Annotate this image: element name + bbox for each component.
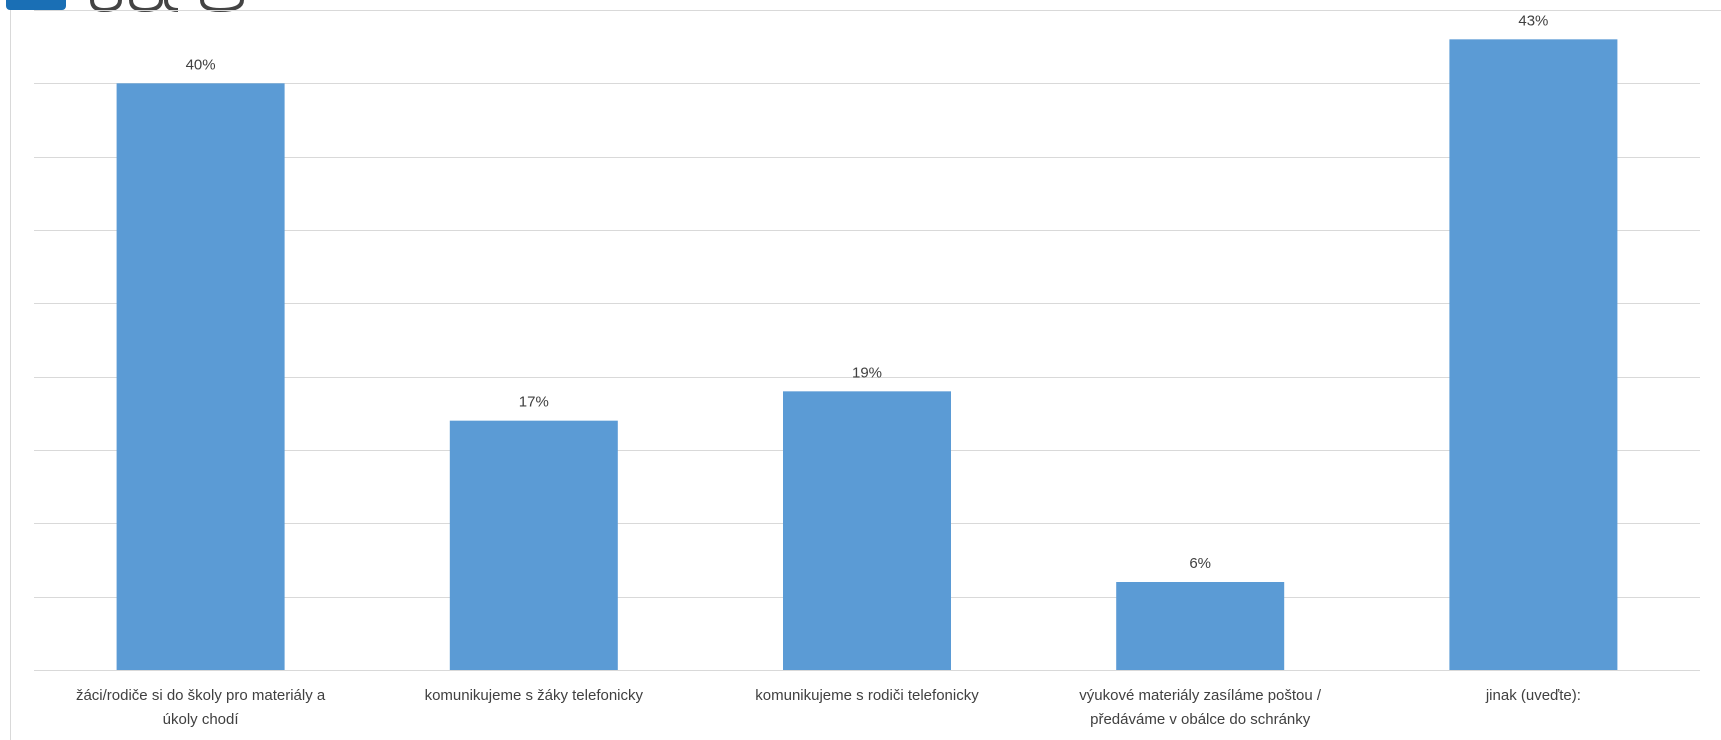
data-label: 40% (186, 56, 216, 73)
bar (783, 391, 951, 670)
category-labels: žáci/rodiče si do školy pro materiály a ú… (76, 687, 1581, 728)
bar (1116, 582, 1285, 670)
brand-logo-mark (6, 0, 66, 10)
data-label: 19% (852, 364, 882, 381)
data-label: 6% (1189, 555, 1211, 572)
category-label: komunikujeme s žáky telefonicky (425, 687, 644, 704)
category-label: jinak (uveďte): (1485, 687, 1581, 704)
bar (1449, 39, 1618, 671)
brand-logo (6, 0, 244, 13)
category-label: úkoly chodí (163, 711, 240, 728)
bars (116, 39, 1618, 671)
category-label: žáci/rodiče si do školy pro materiály a (76, 687, 326, 704)
value-labels: 40% 17% 19% 6% 43% (186, 12, 1549, 572)
category-label: výukové materiály zasíláme poštou / (1079, 687, 1322, 704)
data-label: 43% (1518, 12, 1548, 29)
data-label: 17% (519, 394, 549, 411)
brand-logo-stroke-3 (164, 0, 179, 12)
category-label: předáváme v obálce do schránky (1090, 711, 1311, 728)
bar (449, 420, 618, 670)
category-label: komunikujeme s rodiči telefonicky (755, 687, 979, 704)
chart-left-border (10, 0, 11, 740)
grid-lines (34, 10, 1700, 671)
bar (116, 83, 285, 671)
